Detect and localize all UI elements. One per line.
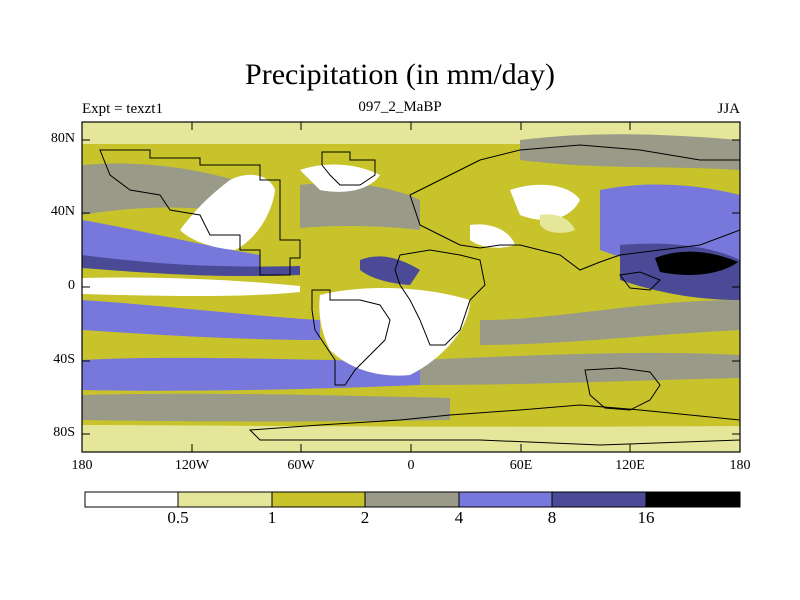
colorbar-swatch-6 <box>646 492 740 507</box>
lon-label-60e: 60E <box>509 458 533 473</box>
lon-label-120w: 120W <box>174 458 210 473</box>
colorbar-swatch-1 <box>178 492 272 507</box>
max-precip-core <box>655 251 738 275</box>
colorbar-swatch-0 <box>85 492 178 507</box>
south-america-dry <box>319 288 470 376</box>
colorbar-swatch-5 <box>552 492 646 507</box>
colorbar-label: 16 <box>637 508 655 527</box>
lat-label-40s: 40S <box>53 352 75 367</box>
antarctic-grey <box>82 393 450 422</box>
lat-label-80n: 80N <box>50 131 75 146</box>
experiment-label: Expt = texzt1 <box>82 101 163 117</box>
colorbar-swatch-2 <box>272 492 365 507</box>
continent-outlines <box>99 144 740 446</box>
lat-label-40n: 40N <box>50 204 75 219</box>
eurasia-outline <box>409 144 740 271</box>
equatorial-dry-tongue <box>82 277 300 296</box>
colorbar-swatch-3 <box>365 492 459 507</box>
north-america-outline <box>99 149 301 276</box>
plot-title: Precipitation (in mm/day) <box>245 58 555 91</box>
colorbar-label: 8 <box>547 508 557 527</box>
lon-label-180e: 180 <box>729 458 751 473</box>
colorbar-label: 2 <box>360 508 370 527</box>
lat-tick-marks <box>82 139 740 435</box>
lon-label-180w: 180 <box>71 458 93 473</box>
lon-label-60w: 60W <box>287 458 315 473</box>
precipitation-field <box>82 122 740 452</box>
greenland-outline <box>321 151 376 186</box>
southern-ocean-grey <box>420 352 740 385</box>
south-america-outline <box>311 289 391 386</box>
period-label: 097_2_MaBP <box>358 99 442 115</box>
africa-outline <box>394 249 486 346</box>
lon-label-0: 0 <box>407 458 415 473</box>
maritime-continent-outline <box>619 271 661 291</box>
indian-ocean-grey <box>480 300 740 345</box>
north-america-dry <box>180 174 275 250</box>
colorbar <box>84 491 741 508</box>
mideast-dry <box>470 224 515 248</box>
africa-itcz-dark <box>360 256 420 285</box>
colorbar-frame <box>84 491 741 508</box>
north-atlantic-grey <box>300 183 420 230</box>
south-pacific-blue <box>82 300 320 340</box>
colorbar-label: 0.5 <box>167 508 189 527</box>
season-label: JJA <box>717 101 740 117</box>
colorbar-swatch-4 <box>459 492 552 507</box>
antarctic-light <box>82 425 740 452</box>
lat-label-80s: 80S <box>53 425 75 440</box>
siberia-grey <box>520 134 740 170</box>
lat-label-0: 0 <box>68 278 75 293</box>
asia-dry <box>510 184 580 220</box>
colorbar-label: 4 <box>454 508 464 527</box>
australia-outline <box>584 367 661 411</box>
lon-label-120e: 120E <box>615 458 645 473</box>
antarctica-outline <box>248 404 740 446</box>
lon-tick-marks <box>191 122 631 452</box>
itcz-dark-band <box>82 255 300 277</box>
tibet-light <box>540 214 575 233</box>
colorbar-label: 1 <box>267 508 277 527</box>
